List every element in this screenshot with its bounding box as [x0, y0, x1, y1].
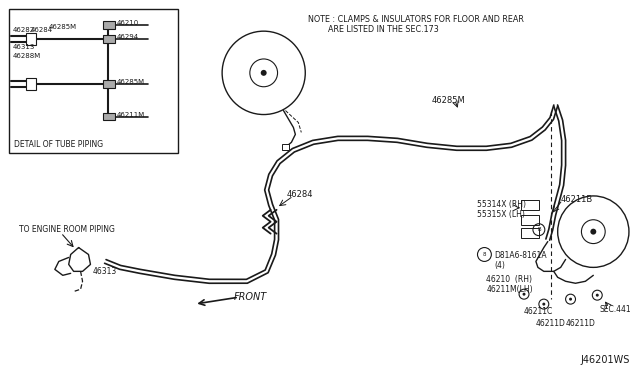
Circle shape — [542, 303, 545, 306]
Text: FRONT: FRONT — [234, 292, 268, 302]
Text: DETAIL OF TUBE PIPING: DETAIL OF TUBE PIPING — [14, 140, 104, 149]
Text: B: B — [537, 227, 541, 232]
Bar — [26, 33, 36, 45]
Bar — [103, 80, 115, 88]
Text: 46211M: 46211M — [116, 112, 145, 118]
Text: 46211C: 46211C — [524, 307, 553, 316]
Bar — [103, 21, 115, 29]
Bar — [282, 144, 289, 150]
Text: TO ENGINE ROOM PIPING: TO ENGINE ROOM PIPING — [19, 225, 115, 234]
Bar — [521, 200, 539, 210]
Text: 55315X (LH): 55315X (LH) — [477, 210, 524, 219]
Text: 8: 8 — [483, 252, 486, 257]
Text: 46282: 46282 — [12, 27, 35, 33]
Text: 46288M: 46288M — [12, 53, 40, 59]
Circle shape — [260, 70, 267, 76]
Bar — [103, 113, 115, 121]
Circle shape — [596, 294, 599, 296]
Bar — [521, 215, 539, 225]
Bar — [521, 228, 539, 238]
Text: NOTE : CLAMPS & INSULATORS FOR FLOOR AND REAR: NOTE : CLAMPS & INSULATORS FOR FLOOR AND… — [308, 15, 524, 24]
Circle shape — [590, 229, 596, 235]
Text: ARE LISTED IN THE SEC.173: ARE LISTED IN THE SEC.173 — [328, 25, 439, 34]
Text: 55314X (RH): 55314X (RH) — [477, 200, 525, 209]
Text: 46210  (RH): 46210 (RH) — [486, 275, 532, 284]
Text: 46313: 46313 — [92, 267, 116, 276]
Text: 46211D: 46211D — [566, 319, 595, 328]
Bar — [103, 35, 115, 43]
Text: 46285M: 46285M — [49, 24, 77, 30]
Text: 46210: 46210 — [116, 20, 138, 26]
Bar — [26, 78, 36, 90]
Text: 46285M: 46285M — [432, 96, 466, 105]
Text: 46294: 46294 — [116, 34, 138, 40]
Text: 46313: 46313 — [12, 44, 35, 50]
Circle shape — [569, 298, 572, 301]
Text: 46211M(LH): 46211M(LH) — [486, 285, 533, 294]
Bar — [10, 9, 177, 153]
Text: 46211D: 46211D — [536, 319, 566, 328]
Circle shape — [522, 293, 525, 296]
Text: 46211B: 46211B — [561, 195, 593, 204]
Text: 46284: 46284 — [31, 27, 53, 33]
Text: (4): (4) — [494, 262, 505, 270]
Text: D81A6-8161A: D81A6-8161A — [494, 250, 547, 260]
Text: SEC.441: SEC.441 — [599, 305, 631, 314]
Text: 46284: 46284 — [287, 190, 313, 199]
Text: J46201WS: J46201WS — [580, 355, 630, 365]
Text: 46285M: 46285M — [116, 79, 145, 85]
